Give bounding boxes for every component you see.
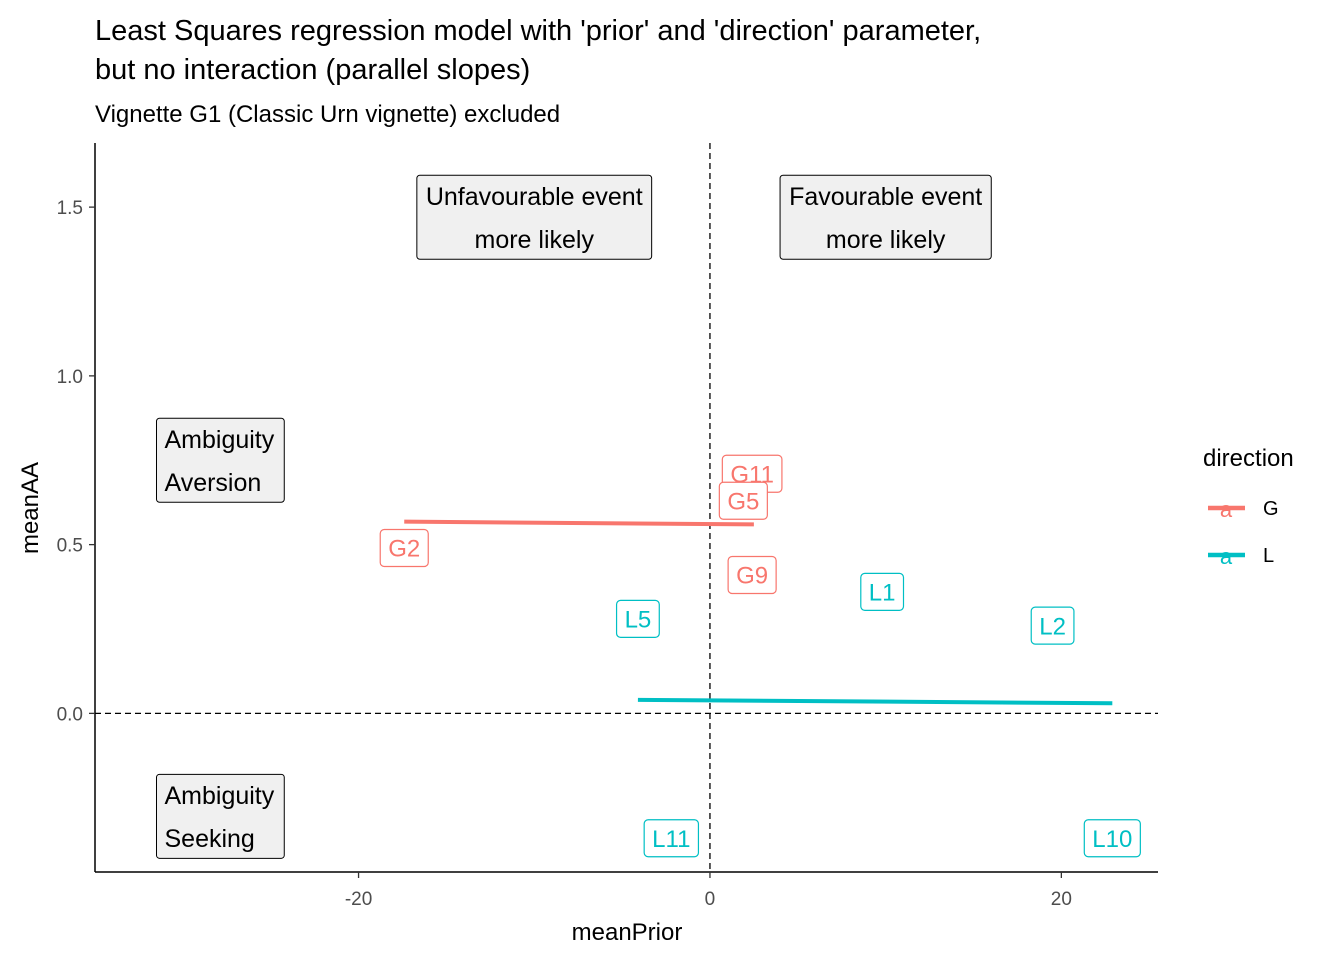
point-label-box [1083,819,1141,858]
point-label-text: L1 [869,580,896,607]
y-tick-label: 1.0 [57,367,83,388]
legend: direction a Ga L [1203,445,1294,569]
legend-label: L [1263,545,1274,567]
y-axis-title: meanAA [17,462,44,554]
point-label-box [615,599,660,638]
annotation-line: Seeking [164,825,254,853]
annotation-box-bg [416,174,653,260]
point-label-L2: L2 [1030,606,1075,645]
annotation-box-bg [155,773,285,859]
annotation-line: more likely [826,226,946,254]
point-label-L5: L5 [615,599,660,638]
legend-label: G [1263,498,1279,520]
point-label-text: G5 [727,488,759,515]
y-tick-label: 0.5 [57,536,83,557]
point-label-text: L5 [625,607,652,634]
chart-subtitle: Vignette G1 (Classic Urn vignette) exclu… [95,101,560,128]
annotation-box: Favourable event more likely [779,174,992,260]
legend-title: direction [1203,445,1294,472]
x-tick-label: 20 [1051,889,1072,910]
annotation-box-bg [155,417,285,503]
point-label-L1: L1 [860,572,905,611]
y-tick-label: 1.5 [57,198,83,219]
annotation-line: Favourable event [789,183,982,211]
chart-title-line-1: Least Squares regression model with 'pri… [95,15,981,47]
point-label-text: L10 [1092,826,1132,853]
point-label-box [643,819,700,858]
annotation-box-bg [779,174,992,260]
legend-key-glyph: a [1220,497,1233,522]
point-label-text: G9 [736,563,768,590]
annotation-box: Unfavourable event more likely [416,174,653,260]
point-label-box [379,528,429,568]
annotation-line: more likely [475,226,595,254]
point-label-text: L2 [1039,613,1066,640]
y-tick-label: 0.0 [57,704,83,725]
annotation-line: Ambiguity [164,782,274,810]
chart-title-line-2: but no interaction (parallel slopes) [95,54,530,86]
point-label-G5: G5 [718,481,768,520]
fit-line-G [404,519,754,527]
annotation-line: Aversion [164,469,261,497]
point-label-G2: G2 [379,528,429,568]
x-axis-title: meanPrior [572,919,683,946]
point-label-text: G2 [388,536,420,563]
point-label-box [727,555,777,595]
legend-key-glyph: a [1220,544,1233,569]
fit-line-L [637,697,1113,706]
annotation-line: Ambiguity [164,426,274,454]
point-label-G9: G9 [727,555,777,595]
point-label-text: L11 [652,826,690,853]
point-label-box [860,572,905,611]
x-tick-label: -20 [345,889,372,910]
x-tick-label: 0 [705,889,716,910]
axes: 0.0 0.5 1.0 1.5 -20 0 20 [57,143,1158,910]
point-label-L10: L10 [1083,819,1141,858]
point-label-box [1030,606,1075,645]
annotation-box: Ambiguity Aversion [155,417,285,503]
annotation-box: Ambiguity Seeking [155,773,285,859]
point-label-box [718,481,768,520]
point-label-L11: L11 [643,819,700,858]
annotation-line: Unfavourable event [426,183,643,211]
